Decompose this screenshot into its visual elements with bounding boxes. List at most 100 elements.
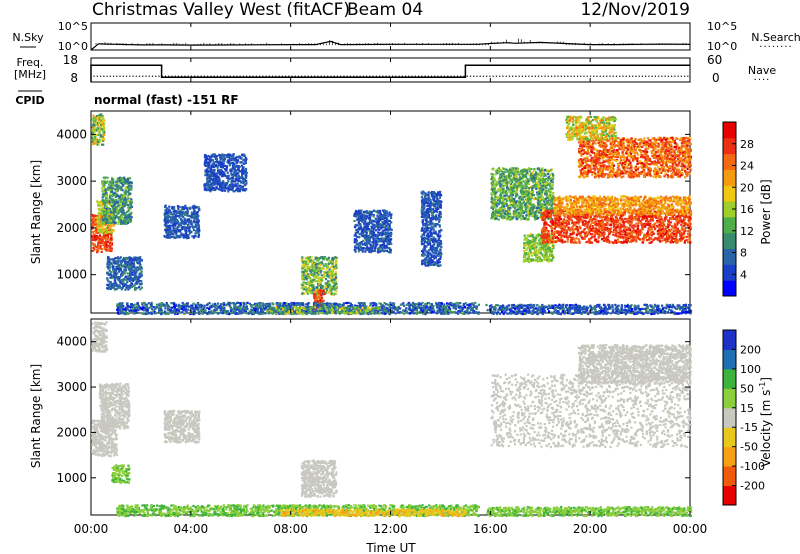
range-cell xyxy=(332,292,335,295)
range-cell xyxy=(101,135,104,138)
range-cell xyxy=(467,312,470,315)
nave-point xyxy=(207,75,209,77)
range-cell xyxy=(178,205,181,208)
range-cell xyxy=(309,260,312,263)
range-cell xyxy=(217,175,220,178)
range-cell xyxy=(123,312,126,316)
range-cell xyxy=(403,309,407,312)
range-cell xyxy=(364,306,367,309)
range-cell xyxy=(102,234,105,237)
range-cell xyxy=(325,271,328,274)
range-cell xyxy=(133,263,136,266)
range-cell xyxy=(124,257,127,260)
range-cell xyxy=(326,289,329,292)
range-cell xyxy=(117,270,121,273)
range-cell xyxy=(216,302,220,305)
range-cell xyxy=(438,311,441,314)
range-cell xyxy=(405,303,408,306)
range-cell xyxy=(100,248,103,251)
range-cell xyxy=(324,263,327,266)
range-cell xyxy=(217,169,220,173)
range-cell xyxy=(114,260,117,263)
range-cell xyxy=(126,214,129,217)
range-cell xyxy=(215,160,218,163)
range-cell xyxy=(112,265,115,268)
range-cell xyxy=(329,276,332,279)
range-cell xyxy=(315,296,318,299)
range-cell xyxy=(188,228,191,231)
nave-point xyxy=(291,75,293,77)
range-cell xyxy=(174,227,177,230)
range-cell xyxy=(124,220,128,223)
range-cell xyxy=(114,194,117,197)
range-cell xyxy=(445,307,448,310)
range-cell xyxy=(101,122,104,126)
range-cell xyxy=(335,289,338,292)
range-cell xyxy=(129,272,132,275)
range-cell xyxy=(320,269,323,273)
nave-point xyxy=(505,75,507,77)
range-cell xyxy=(116,210,119,213)
range-cell xyxy=(137,262,140,265)
range-cell xyxy=(296,307,299,310)
nave-point xyxy=(391,75,394,77)
range-cell xyxy=(197,229,200,232)
range-cell xyxy=(261,312,264,315)
range-cell xyxy=(300,306,303,309)
range-cell xyxy=(224,184,227,187)
range-cell xyxy=(108,217,111,220)
nave-point xyxy=(284,75,287,77)
range-cell xyxy=(175,222,178,225)
range-cell xyxy=(435,312,438,315)
nave-point xyxy=(518,75,520,77)
range-cell xyxy=(209,186,212,189)
range-cell xyxy=(117,256,120,260)
range-cell xyxy=(92,221,95,224)
range-cell xyxy=(102,208,105,211)
range-cell xyxy=(106,224,109,228)
range-cell xyxy=(220,189,223,192)
range-cell xyxy=(92,216,95,219)
nave-point xyxy=(125,75,128,77)
nave-point xyxy=(404,75,407,77)
range-cell xyxy=(171,235,174,239)
range-cell xyxy=(124,288,127,291)
range-cell xyxy=(91,214,94,217)
range-cell xyxy=(116,208,119,211)
range-cell xyxy=(447,312,450,315)
range-cell xyxy=(197,231,200,234)
range-cell xyxy=(118,217,122,220)
range-cell xyxy=(334,271,337,274)
range-cell xyxy=(112,258,115,261)
range-cell xyxy=(455,302,458,305)
range-cell xyxy=(112,274,115,277)
range-cell xyxy=(419,306,422,309)
range-cell xyxy=(233,170,236,173)
range-cell xyxy=(311,262,314,265)
range-cell xyxy=(104,192,107,195)
range-cell xyxy=(121,200,124,203)
range-cell xyxy=(103,129,106,132)
range-cell xyxy=(208,166,211,170)
nave-point xyxy=(430,75,433,77)
range-cell xyxy=(126,264,129,267)
range-cell xyxy=(123,278,126,281)
range-cell xyxy=(206,182,209,185)
range-cell xyxy=(314,304,317,307)
range-cell xyxy=(92,114,95,117)
range-cell xyxy=(130,198,133,201)
range-cell xyxy=(241,166,245,170)
range-cell xyxy=(96,251,99,254)
range-cell xyxy=(388,305,391,308)
range-cell xyxy=(219,155,222,158)
nave-point xyxy=(567,75,569,77)
range-cell xyxy=(224,186,227,190)
nave-point xyxy=(372,75,374,77)
range-cell xyxy=(107,209,110,212)
range-cell xyxy=(97,230,100,233)
range-cell xyxy=(108,215,111,218)
range-cell xyxy=(107,267,110,270)
range-cell xyxy=(181,211,184,214)
range-cell xyxy=(218,181,222,184)
range-cell xyxy=(356,306,359,309)
